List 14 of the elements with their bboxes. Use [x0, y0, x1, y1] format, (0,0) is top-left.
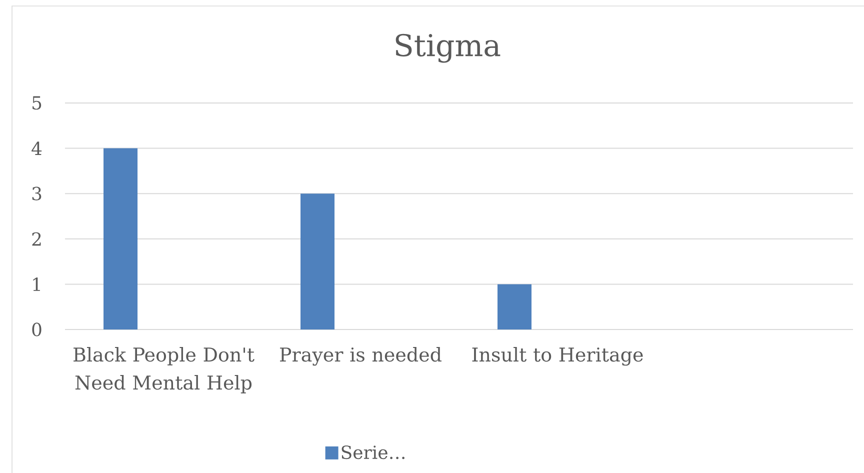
y-tick-label: 0: [32, 322, 42, 336]
y-tick-label: 4: [32, 142, 42, 155]
y-tick-label: 3: [32, 186, 42, 200]
chart-title: Stigma: [396, 34, 500, 63]
bar: [498, 284, 532, 330]
x-tick-label: Black People Don't Need Mental Help: [74, 347, 254, 394]
bar: [104, 148, 138, 330]
x-tick-label: Insult to Heritage: [472, 347, 643, 366]
y-tick-label: 5: [32, 96, 42, 110]
y-tick-label: 1: [33, 278, 40, 291]
bar: [300, 194, 335, 330]
y-tick-label: 2: [32, 232, 41, 246]
legend-label: Serie…: [342, 445, 404, 460]
x-tick-label: Prayer is needed: [280, 347, 442, 366]
